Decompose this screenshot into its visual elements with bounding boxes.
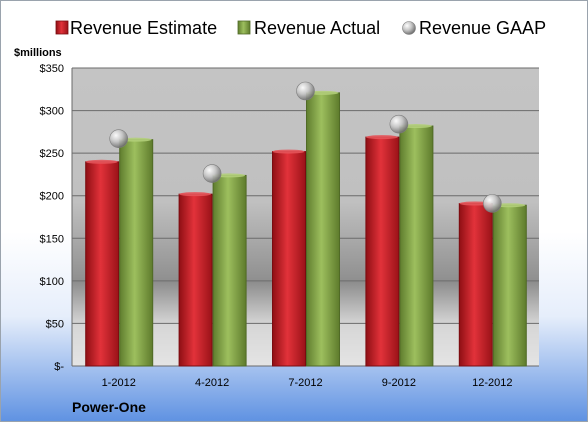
bar-revenue-estimate xyxy=(365,136,400,367)
bar-top-highlight xyxy=(272,149,305,154)
y-tick-label: $50 xyxy=(46,318,64,330)
y-tick-label: $250 xyxy=(40,148,64,160)
gaap-marker xyxy=(389,114,409,134)
legend-label: Revenue GAAP xyxy=(419,18,546,38)
company-name: Power-One xyxy=(72,399,146,415)
bar-revenue-actual xyxy=(492,204,527,367)
bars xyxy=(85,90,527,367)
x-axis-ticks: 1-2012 4-2012 7-2012 9-2012 12-2012 xyxy=(102,377,513,389)
legend-marker-gaap xyxy=(402,21,416,35)
bar-revenue-estimate xyxy=(178,193,213,367)
gaap-marker xyxy=(202,164,222,183)
y-tick-label: $200 xyxy=(40,191,64,203)
y-axis-label: $millions xyxy=(14,47,62,59)
bar-revenue-estimate xyxy=(458,203,493,367)
y-tick-label: $- xyxy=(54,361,64,373)
bar-revenue-estimate xyxy=(272,151,306,367)
gaap-marker xyxy=(296,81,315,101)
x-tick-label: 7-2012 xyxy=(288,377,322,389)
y-axis-ticks: $- $50 $100 $150 $200 $250 $300 $350 xyxy=(40,63,65,373)
x-tick-label: 9-2012 xyxy=(382,377,416,389)
legend-label: Revenue Estimate xyxy=(70,18,217,38)
y-tick-label: $150 xyxy=(40,233,64,245)
legend-swatch-estimate xyxy=(55,20,69,35)
gaap-markers xyxy=(109,81,502,213)
legend-swatch-actual xyxy=(237,20,251,35)
bar-revenue-actual xyxy=(306,92,340,367)
legend: Revenue Estimate Revenue Actual Revenue GA… xyxy=(55,18,546,38)
gaap-marker xyxy=(482,194,502,213)
legend-label: Revenue Actual xyxy=(254,18,380,38)
bar-revenue-actual xyxy=(119,139,154,367)
bar-revenue-actual xyxy=(399,125,434,367)
y-tick-label: $300 xyxy=(40,106,64,118)
bar-top-highlight xyxy=(365,135,398,140)
gaap-marker xyxy=(109,129,128,148)
bar-revenue-actual xyxy=(212,174,247,367)
y-tick-label: $350 xyxy=(40,63,64,75)
bar-revenue-estimate xyxy=(85,161,120,367)
bar-top-highlight xyxy=(179,192,212,197)
x-tick-label: 4-2012 xyxy=(195,377,229,389)
bar-top-highlight xyxy=(85,159,118,164)
x-tick-label: 1-2012 xyxy=(102,377,136,389)
x-tick-label: 12-2012 xyxy=(472,377,512,389)
y-tick-label: $100 xyxy=(40,276,64,288)
